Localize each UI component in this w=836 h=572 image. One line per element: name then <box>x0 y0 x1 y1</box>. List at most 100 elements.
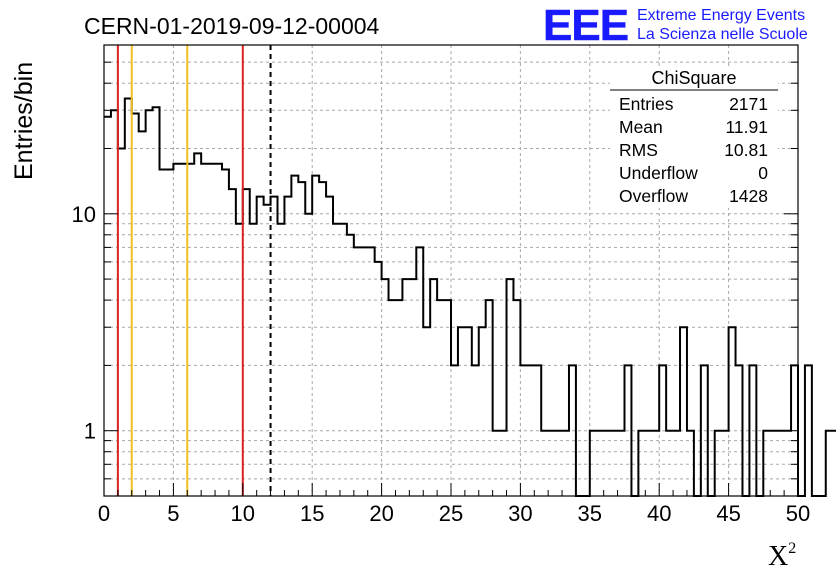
x-tick-label: 40 <box>647 501 671 526</box>
axes: 0 5 10 15 20 25 30 35 40 45 50 1 10 <box>72 61 810 526</box>
stats-row-value: 11.91 <box>726 117 769 137</box>
histogram-bin <box>770 431 777 496</box>
histogram-bin <box>534 365 541 496</box>
histogram-bin <box>375 262 382 496</box>
histogram-bin <box>264 205 271 496</box>
histogram-bin <box>430 279 437 496</box>
reference-lines <box>116 45 272 496</box>
histogram-bin <box>541 431 548 496</box>
histogram-bin <box>257 197 264 496</box>
histogram-bin <box>569 365 576 496</box>
histogram-bin <box>625 365 632 496</box>
x-tick-label: 35 <box>578 501 602 526</box>
histogram-bars <box>104 97 836 497</box>
histogram-bin <box>173 164 180 496</box>
histogram-bin <box>701 365 708 496</box>
histogram-outline <box>104 97 836 497</box>
histogram-bin <box>638 431 645 496</box>
histogram-bin <box>777 431 784 496</box>
histogram-bin <box>597 431 604 496</box>
x-tick-label: 5 <box>167 501 179 526</box>
x-tick-label: 20 <box>369 501 393 526</box>
histogram-bin <box>236 224 243 496</box>
stats-row-label: Overflow <box>619 186 688 206</box>
x-axis-label-superscript: 2 <box>788 540 796 557</box>
eee-logo: EEE <box>543 1 628 50</box>
histogram-bin <box>493 431 500 496</box>
stats-row-value: 1428 <box>729 186 768 206</box>
logo-line-2: La Scienza nelle Scuole <box>637 26 808 43</box>
y-tick-label: 1 <box>84 419 96 444</box>
histogram-bin <box>805 365 812 496</box>
histogram-bin <box>666 431 673 496</box>
histogram-bin <box>305 214 312 496</box>
histogram-bin <box>715 431 722 496</box>
histogram-bin <box>687 431 694 496</box>
histogram-bin <box>673 431 680 496</box>
stats-box: ChiSquare Entries 2171 Mean 11.91 RMS 10.81 Un… <box>610 66 778 208</box>
histogram-bin <box>194 153 201 496</box>
histogram-bin <box>187 164 194 496</box>
histogram-bin <box>729 327 736 496</box>
stats-row-value: 2171 <box>729 94 768 114</box>
histogram-bin <box>652 431 659 496</box>
histogram-bin <box>326 197 333 496</box>
x-tick-label: 45 <box>716 501 740 526</box>
x-tick-label: 50 <box>786 501 810 526</box>
run-title: CERN-01-2019-09-12-00004 <box>84 13 380 39</box>
histogram-bin <box>472 365 479 496</box>
histogram-bin <box>111 110 118 496</box>
histogram-bin <box>784 431 791 496</box>
histogram-bin <box>548 431 555 496</box>
histogram-bin <box>465 327 472 496</box>
histogram-bin <box>160 170 167 496</box>
histogram-bin <box>486 300 493 496</box>
histogram-bin <box>618 431 625 496</box>
histogram-bin <box>736 365 743 496</box>
histogram-bin <box>527 365 534 496</box>
histogram-bin <box>763 431 770 496</box>
histogram-bin <box>423 327 430 496</box>
histogram-bin <box>354 247 361 496</box>
histogram-bin <box>444 300 451 496</box>
histogram-bin <box>166 170 173 496</box>
histogram-bin <box>180 164 187 496</box>
histogram-bin <box>520 365 527 496</box>
histogram-bin <box>215 164 222 496</box>
histogram-bin <box>118 148 125 496</box>
histogram-bin <box>284 197 291 496</box>
x-tick-label: 10 <box>231 501 255 526</box>
x-tick-label: 30 <box>508 501 532 526</box>
histogram-bin <box>340 224 347 496</box>
histogram-bin <box>479 327 486 496</box>
x-axis-label-symbol: X <box>768 541 788 572</box>
histogram-bin <box>416 247 423 496</box>
histogram-bin <box>409 279 416 496</box>
logo-line-1: Extreme Energy Events <box>637 7 805 24</box>
histogram-bin <box>298 182 305 496</box>
histogram-bin <box>826 431 833 496</box>
histogram-bin <box>201 164 208 496</box>
histogram-bin <box>513 300 520 496</box>
x-axis-label: X2 <box>768 540 796 572</box>
histogram-bin <box>645 431 652 496</box>
x-tick-label: 15 <box>300 501 324 526</box>
histogram-bin <box>604 431 611 496</box>
stats-row-value: 10.81 <box>724 140 768 160</box>
histogram-bin <box>291 176 298 496</box>
histogram-bin <box>500 431 507 496</box>
histogram-bin <box>749 365 756 496</box>
stats-row-label: Underflow <box>619 163 698 183</box>
histogram-bin <box>312 176 319 496</box>
histogram-bin <box>722 431 729 496</box>
histogram-bin <box>402 279 409 496</box>
histogram-bin <box>395 300 402 496</box>
histogram-bin <box>458 327 465 496</box>
histogram-bin <box>146 110 153 496</box>
histogram-bin <box>507 279 514 496</box>
histogram-bin <box>361 247 368 496</box>
histogram-bin <box>382 279 389 496</box>
stats-row-label: Mean <box>619 117 663 137</box>
histogram-bin <box>562 431 569 496</box>
